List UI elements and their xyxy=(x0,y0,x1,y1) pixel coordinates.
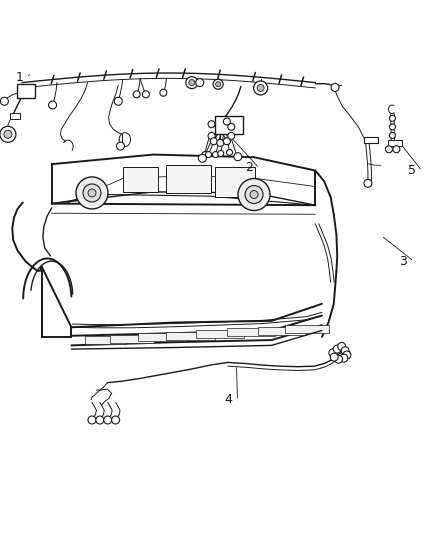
Circle shape xyxy=(338,342,346,351)
Circle shape xyxy=(212,151,219,158)
Circle shape xyxy=(228,123,235,131)
Circle shape xyxy=(254,81,268,95)
Circle shape xyxy=(226,149,233,156)
Circle shape xyxy=(133,91,140,98)
Text: 4: 4 xyxy=(225,393,233,406)
Bar xyxy=(285,325,328,333)
Circle shape xyxy=(83,184,101,202)
Circle shape xyxy=(160,89,167,96)
Circle shape xyxy=(364,179,372,188)
Bar xyxy=(166,165,212,193)
Circle shape xyxy=(0,126,16,142)
Circle shape xyxy=(117,142,124,150)
Circle shape xyxy=(104,416,112,424)
Circle shape xyxy=(142,91,149,98)
Circle shape xyxy=(340,354,348,362)
Circle shape xyxy=(76,177,108,209)
Bar xyxy=(388,140,402,146)
Bar xyxy=(123,167,158,192)
Bar xyxy=(110,335,154,343)
Circle shape xyxy=(112,416,120,424)
Circle shape xyxy=(257,84,264,92)
Circle shape xyxy=(217,139,224,147)
Circle shape xyxy=(223,138,230,145)
Bar xyxy=(85,336,125,344)
Circle shape xyxy=(88,189,96,197)
Circle shape xyxy=(49,101,57,109)
Circle shape xyxy=(186,77,198,88)
Circle shape xyxy=(215,82,221,87)
Circle shape xyxy=(245,185,263,204)
Circle shape xyxy=(210,138,217,145)
Circle shape xyxy=(335,355,343,364)
Circle shape xyxy=(96,416,104,424)
Circle shape xyxy=(331,83,339,92)
Bar xyxy=(166,332,215,340)
Circle shape xyxy=(223,118,230,125)
Circle shape xyxy=(213,79,223,89)
Circle shape xyxy=(389,124,396,130)
Text: 2: 2 xyxy=(245,161,253,174)
Bar xyxy=(227,328,275,336)
Circle shape xyxy=(0,97,8,106)
Circle shape xyxy=(189,79,195,86)
Bar xyxy=(138,333,186,341)
Circle shape xyxy=(329,349,337,357)
Circle shape xyxy=(202,151,208,158)
Circle shape xyxy=(205,151,212,158)
Bar xyxy=(258,327,306,335)
Text: 1: 1 xyxy=(16,71,24,84)
Bar xyxy=(196,330,244,338)
Circle shape xyxy=(250,190,258,199)
Circle shape xyxy=(114,97,122,106)
Circle shape xyxy=(196,78,204,87)
Circle shape xyxy=(208,120,215,128)
Circle shape xyxy=(234,152,242,161)
Circle shape xyxy=(208,132,215,140)
Circle shape xyxy=(343,351,351,359)
Bar xyxy=(215,167,254,197)
Circle shape xyxy=(389,132,396,139)
Circle shape xyxy=(393,146,400,153)
Bar xyxy=(17,84,35,98)
Circle shape xyxy=(4,130,12,139)
Text: 5: 5 xyxy=(408,164,416,177)
Circle shape xyxy=(198,154,206,163)
Circle shape xyxy=(385,146,392,153)
Circle shape xyxy=(341,346,349,355)
Text: 3: 3 xyxy=(399,255,407,268)
Circle shape xyxy=(330,353,338,361)
Bar xyxy=(215,116,243,134)
Circle shape xyxy=(238,179,270,211)
Circle shape xyxy=(88,416,96,424)
Circle shape xyxy=(333,345,341,353)
Bar xyxy=(10,114,20,119)
Circle shape xyxy=(228,132,235,140)
Circle shape xyxy=(218,150,224,157)
Circle shape xyxy=(389,115,396,122)
Bar xyxy=(364,137,378,143)
